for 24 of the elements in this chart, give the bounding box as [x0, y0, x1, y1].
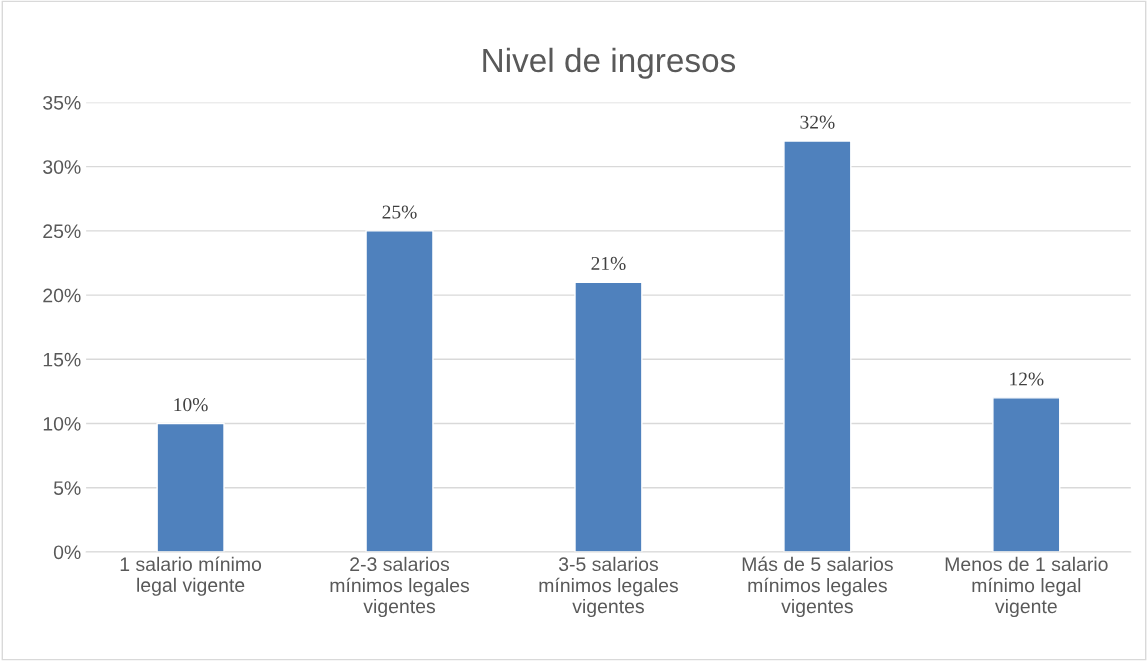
y-tick-label: 35% [43, 95, 81, 110]
y-tick-label: 5% [53, 481, 81, 495]
bar [365, 230, 434, 552]
x-tick-label: 2-3 salarios mínimos legales vigentes [330, 556, 470, 618]
bar [156, 422, 225, 552]
x-tick-label: 3-5 salarios mínimos legales vigentes [539, 556, 678, 618]
y-tick-label: 30% [43, 160, 81, 174]
y-tick-label: 10% [43, 416, 81, 431]
data-label: 32% [800, 115, 835, 129]
data-label: 25% [382, 205, 417, 219]
data-label: 10% [174, 398, 208, 412]
y-tick-label: 20% [43, 288, 81, 303]
bar [574, 281, 643, 552]
data-label: 12% [1010, 372, 1044, 386]
x-tick-label: 1 salario mínimo legal vigente [120, 556, 262, 596]
x-tick-label: Menos de 1 salario mínimo legal vigente [945, 556, 1108, 618]
x-tick-label: Más de 5 salarios mínimos legales vigentes [742, 556, 893, 618]
y-tick-label: 15% [43, 352, 81, 367]
data-label: 21% [591, 256, 626, 271]
bar [992, 397, 1061, 552]
chart-title: Nivel de ingresos [483, 47, 736, 79]
bar [783, 140, 852, 552]
y-tick-label: 25% [43, 224, 81, 239]
y-tick-label: 0% [53, 545, 81, 560]
